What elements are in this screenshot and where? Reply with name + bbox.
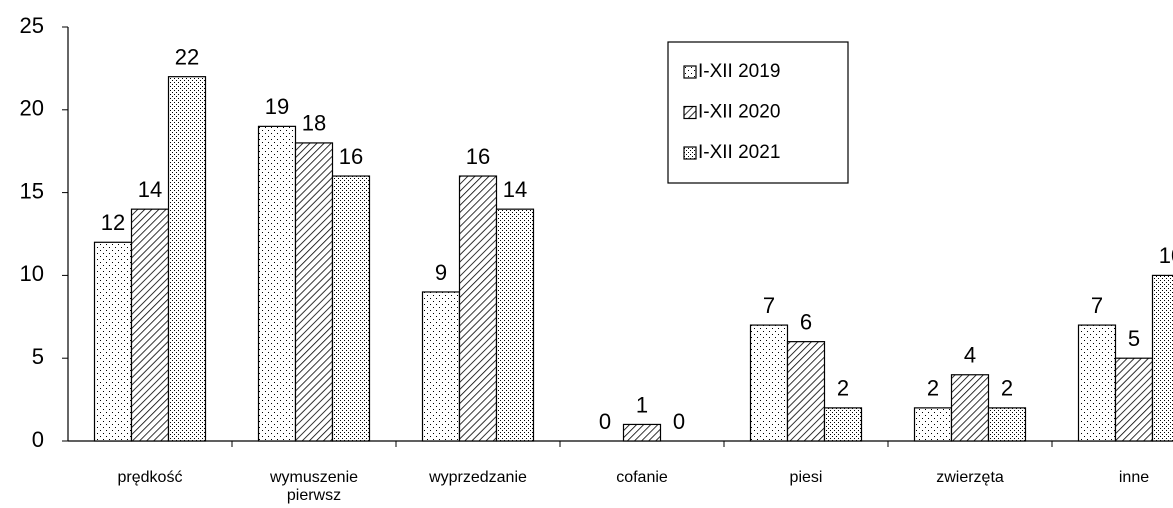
bar: [421, 291, 461, 442]
bar: [93, 241, 133, 442]
legend-box: [667, 41, 849, 184]
value-label: 6: [800, 309, 812, 334]
bar: [257, 125, 297, 442]
legend-label: I-XII 2020: [698, 102, 780, 123]
value-label: 0: [673, 409, 685, 434]
value-label: 10: [1159, 243, 1173, 268]
y-tick-label: 20: [20, 96, 44, 121]
bar: [987, 407, 1027, 442]
value-label: 16: [339, 144, 363, 169]
bar: [1151, 274, 1173, 442]
value-label: 12: [101, 210, 125, 235]
x-tick-label: piesi: [789, 469, 823, 486]
value-label: 0: [599, 409, 611, 434]
bar: [913, 407, 953, 442]
value-label: 9: [435, 260, 447, 285]
legend-label: I-XII 2021: [698, 142, 780, 163]
bar: [749, 324, 789, 442]
y-tick-label: 0: [32, 427, 44, 452]
value-label: 16: [466, 144, 490, 169]
y-tick-label: 25: [20, 13, 44, 38]
x-tick-label: cofanie: [616, 469, 668, 486]
x-tick-label: prędkość: [117, 469, 183, 486]
x-tick-label: wyprzedzanie: [429, 469, 527, 486]
x-tick-label: inne: [1118, 469, 1150, 486]
bar: [458, 175, 498, 442]
value-label: 7: [1091, 293, 1103, 318]
bar: [786, 341, 826, 442]
value-label: 14: [138, 177, 162, 202]
bar: [622, 423, 662, 442]
bar: [823, 407, 863, 442]
value-label: 22: [175, 44, 199, 69]
value-label: 4: [964, 343, 976, 368]
x-tick-label: zwierzęta: [936, 469, 1004, 486]
bar: [950, 374, 990, 442]
y-tick-label: 15: [20, 178, 44, 203]
y-tick-label: 10: [20, 261, 44, 286]
legend-label: I-XII 2019: [698, 61, 780, 82]
legend-swatch: [683, 65, 697, 79]
bar: [130, 208, 170, 442]
legend-swatch: [683, 105, 697, 120]
y-tick-label: 5: [32, 344, 44, 369]
value-label: 1: [636, 392, 648, 417]
bar: [495, 208, 535, 442]
value-label: 19: [265, 94, 289, 119]
value-label: 7: [763, 293, 775, 318]
bar: [167, 76, 207, 442]
bar: [1077, 324, 1117, 442]
bar: [294, 142, 334, 442]
value-label: 18: [302, 111, 326, 136]
legend-swatch: [683, 146, 697, 160]
value-label: 5: [1128, 326, 1140, 351]
x-tick-label: wymuszenie pierwsz: [269, 469, 359, 504]
bar: [1114, 357, 1154, 442]
value-label: 2: [927, 376, 939, 401]
value-label: 2: [1001, 376, 1013, 401]
value-label: 14: [503, 177, 527, 202]
value-label: 2: [837, 376, 849, 401]
bar: [331, 175, 371, 442]
